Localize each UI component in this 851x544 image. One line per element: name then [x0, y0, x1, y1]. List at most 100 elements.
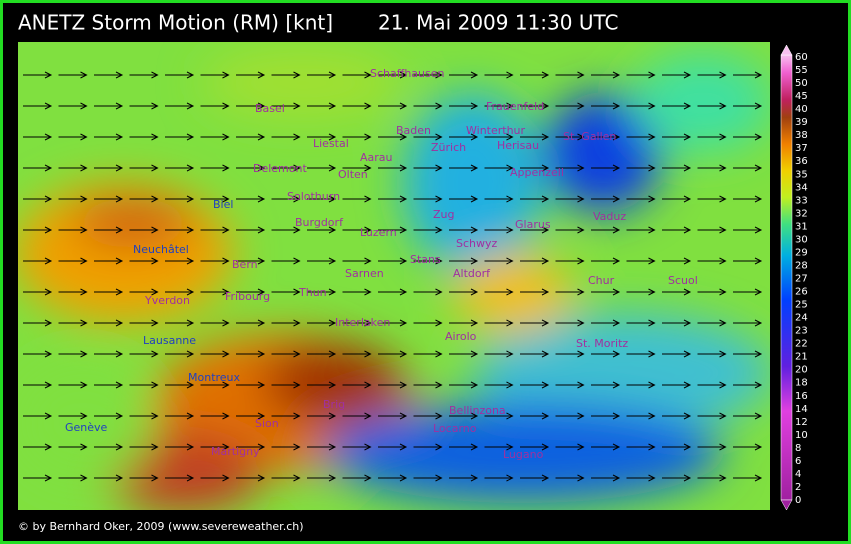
place-label: Altdorf — [453, 267, 491, 280]
arrow — [413, 71, 443, 79]
place-label: Lausanne — [143, 334, 196, 347]
scale-labels: 6055504540393837363534333231302928272625… — [795, 52, 808, 506]
arrow — [342, 381, 372, 389]
arrow — [94, 164, 124, 172]
scale-label: 24 — [795, 313, 808, 324]
arrow — [200, 319, 230, 327]
timestamp: 21. Mai 2009 11:30 UTC — [378, 11, 619, 35]
arrow — [58, 71, 88, 79]
arrow — [449, 443, 479, 451]
arrow — [555, 443, 585, 451]
arrow — [555, 412, 585, 420]
arrow — [413, 164, 443, 172]
map-image: ANETZ Storm Motion (RM) [knt] 21. Mai 20… — [18, 11, 808, 533]
arrow — [236, 195, 266, 203]
arrow — [484, 443, 514, 451]
place-label: Sion — [255, 417, 279, 430]
arrow — [236, 381, 266, 389]
scale-label: 16 — [795, 391, 808, 402]
arrow — [23, 226, 53, 234]
arrow — [520, 474, 550, 482]
arrow — [129, 350, 159, 358]
arrow — [733, 195, 763, 203]
place-label: Delemont — [253, 162, 307, 175]
arrow — [378, 133, 408, 141]
place-label: Montreux — [188, 371, 241, 384]
arrow — [591, 288, 621, 296]
scale-label: 50 — [795, 78, 808, 89]
arrow — [591, 474, 621, 482]
arrow — [236, 474, 266, 482]
arrow — [129, 164, 159, 172]
arrow — [58, 381, 88, 389]
arrow — [236, 319, 266, 327]
arrow — [662, 102, 692, 110]
arrow — [662, 319, 692, 327]
arrow — [449, 474, 479, 482]
arrow — [165, 381, 195, 389]
arrow — [413, 443, 443, 451]
arrow — [342, 257, 372, 265]
arrow — [58, 195, 88, 203]
scale-label: 32 — [795, 208, 808, 219]
place-label: Solothurn — [287, 190, 340, 203]
arrow — [200, 226, 230, 234]
arrow — [626, 443, 656, 451]
arrow — [271, 474, 301, 482]
place-label: Sarnen — [345, 267, 384, 280]
arrow — [165, 443, 195, 451]
arrow — [733, 474, 763, 482]
arrow — [200, 288, 230, 296]
arrow — [591, 102, 621, 110]
scale-label: 60 — [795, 52, 808, 63]
arrow — [94, 381, 124, 389]
arrow — [58, 164, 88, 172]
arrow — [23, 257, 53, 265]
scale-label: 8 — [795, 443, 801, 454]
arrow — [342, 133, 372, 141]
scale-cap — [780, 499, 793, 511]
arrow — [271, 412, 301, 420]
arrow — [165, 133, 195, 141]
arrow — [591, 71, 621, 79]
arrow — [378, 226, 408, 234]
arrow — [23, 195, 53, 203]
arrow — [271, 102, 301, 110]
arrow — [697, 350, 727, 358]
arrow — [94, 350, 124, 358]
scale-label: 27 — [795, 274, 808, 285]
scale-label: 10 — [795, 430, 808, 441]
arrow — [23, 474, 53, 482]
arrow — [200, 133, 230, 141]
arrow — [271, 133, 301, 141]
arrow — [591, 381, 621, 389]
arrow — [662, 412, 692, 420]
arrow — [129, 474, 159, 482]
arrow — [129, 443, 159, 451]
arrow — [520, 195, 550, 203]
arrow — [58, 474, 88, 482]
arrow — [200, 381, 230, 389]
scale-label: 37 — [795, 143, 808, 154]
place-label: Brig — [323, 398, 345, 411]
arrow — [23, 71, 53, 79]
arrow — [697, 102, 727, 110]
arrow — [165, 226, 195, 234]
place-label: Aarau — [360, 151, 393, 164]
arrow — [555, 474, 585, 482]
arrow — [697, 71, 727, 79]
scale-label: 6 — [795, 456, 801, 467]
arrow — [555, 319, 585, 327]
arrow — [307, 257, 337, 265]
scale-label: 30 — [795, 234, 808, 245]
arrow — [697, 133, 727, 141]
arrow — [662, 350, 692, 358]
arrow — [378, 412, 408, 420]
arrow — [662, 226, 692, 234]
arrow — [58, 133, 88, 141]
arrow — [413, 226, 443, 234]
arrow — [413, 257, 443, 265]
scale-label: 34 — [795, 182, 808, 193]
scale-label: 22 — [795, 339, 808, 350]
place-label: Biel — [213, 198, 233, 211]
